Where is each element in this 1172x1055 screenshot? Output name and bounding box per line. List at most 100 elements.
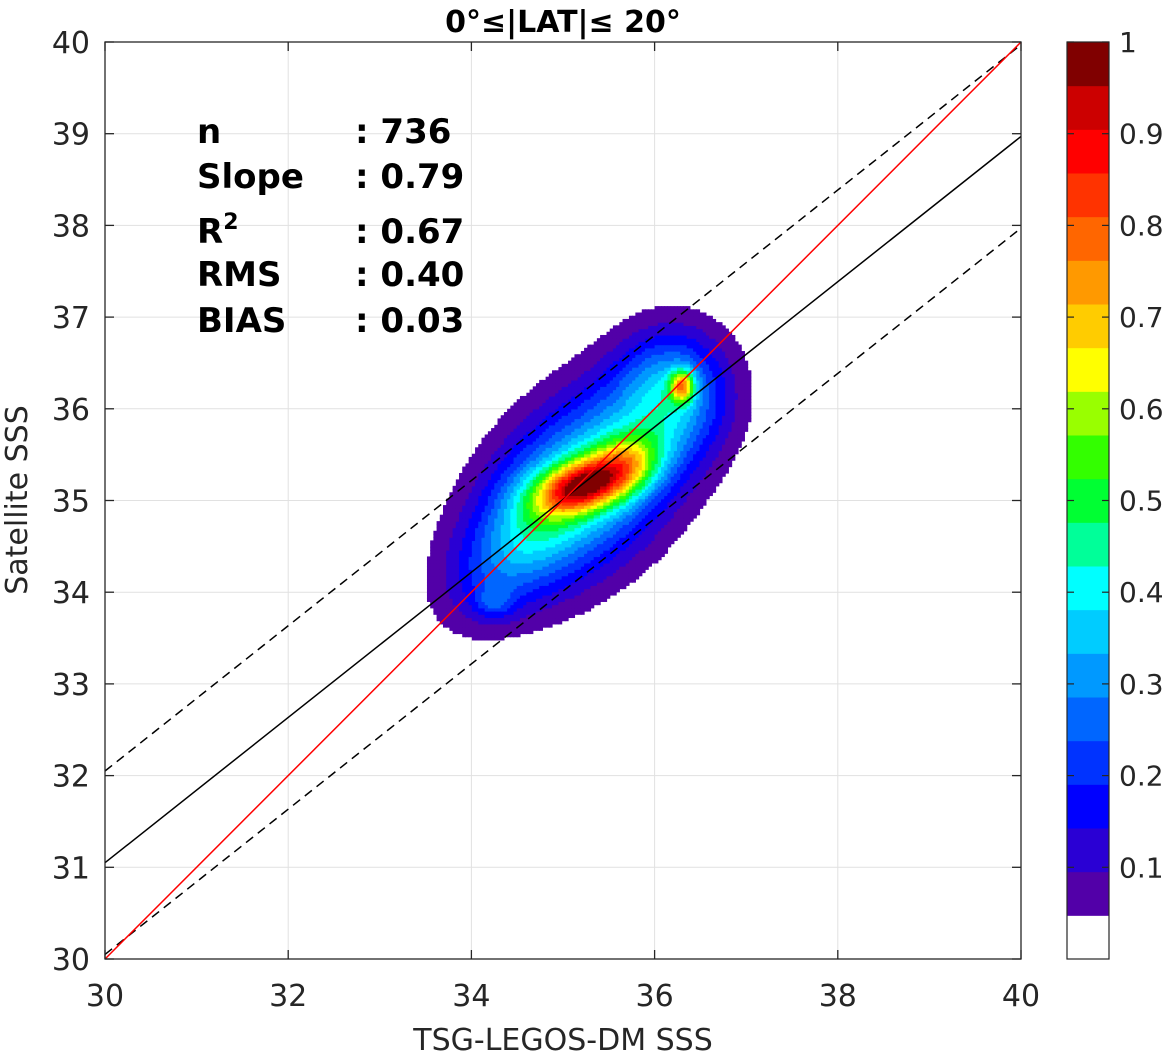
density-cell — [574, 447, 579, 452]
density-cell — [555, 543, 560, 548]
density-cell — [548, 521, 553, 525]
density-cell — [651, 315, 656, 320]
density-cell — [580, 399, 585, 403]
density-cell — [475, 521, 479, 525]
density-cell — [571, 607, 576, 612]
density-cell — [535, 489, 540, 493]
density-cell — [577, 527, 582, 532]
density-cell — [462, 585, 467, 590]
density-cell — [529, 598, 534, 602]
density-cell — [516, 521, 521, 525]
density-cell — [641, 456, 646, 461]
density-cell — [584, 428, 588, 432]
density-cell — [462, 485, 467, 490]
density-cell — [552, 517, 556, 522]
density-cell — [526, 614, 531, 619]
density-cell — [539, 437, 543, 442]
density-cell — [478, 550, 483, 554]
density-cell — [519, 498, 524, 503]
density-cell — [433, 546, 438, 551]
density-cell — [452, 575, 457, 580]
density-cell — [616, 421, 620, 426]
density-cell — [539, 566, 543, 570]
density-cell — [500, 543, 505, 548]
density-cell — [632, 379, 636, 384]
density-cell — [628, 399, 633, 403]
density-cell — [545, 402, 550, 407]
density-cell — [612, 344, 617, 349]
density-cell — [462, 572, 467, 577]
density-cell — [596, 437, 601, 442]
density-cell — [555, 456, 560, 461]
density-cell — [449, 598, 454, 602]
density-cell — [635, 325, 640, 330]
density-cell — [628, 428, 633, 432]
density-cell — [651, 389, 656, 394]
density-cell — [558, 421, 563, 426]
density-cell — [596, 482, 601, 487]
density-cell — [539, 607, 543, 612]
density-cell — [651, 431, 656, 436]
density-cell — [600, 469, 604, 474]
density-cell — [609, 440, 614, 445]
density-cell — [552, 614, 556, 619]
density-cell — [491, 585, 495, 590]
density-cell — [644, 370, 649, 375]
density-cell — [574, 482, 579, 487]
density-cell — [516, 585, 521, 590]
density-cell — [648, 415, 652, 420]
density-cell — [465, 469, 470, 474]
density-cell — [564, 405, 569, 410]
density-cell — [471, 540, 476, 545]
density-cell — [596, 476, 601, 481]
density-cell — [593, 354, 598, 359]
density-cell — [574, 556, 579, 561]
density-cell — [503, 440, 508, 445]
density-cell — [561, 572, 566, 577]
density-cell — [471, 591, 476, 596]
density-cell — [436, 550, 441, 554]
density-cell — [628, 575, 633, 580]
density-cell — [625, 418, 630, 423]
density-cell — [526, 492, 531, 497]
density-cell — [641, 431, 646, 436]
density-cell — [478, 521, 483, 525]
density-cell — [609, 537, 614, 541]
density-cell — [622, 495, 627, 500]
density-cell — [587, 588, 592, 593]
density-cell — [484, 469, 489, 474]
density-cell — [600, 334, 604, 339]
density-cell — [628, 472, 633, 477]
density-cell — [568, 383, 572, 387]
density-cell — [555, 598, 560, 602]
density-cell — [545, 463, 550, 468]
density-cell — [459, 562, 463, 567]
density-cell — [526, 498, 531, 503]
density-cell — [529, 607, 534, 612]
density-cell — [628, 530, 633, 535]
density-cell — [651, 415, 656, 420]
density-cell — [612, 383, 617, 387]
density-cell — [548, 530, 553, 535]
density-cell — [596, 363, 601, 368]
density-cell — [433, 582, 438, 586]
density-cell — [606, 530, 611, 535]
density-cell — [606, 572, 611, 577]
density-cell — [529, 424, 534, 429]
density-cell — [465, 620, 470, 625]
density-cell — [542, 614, 547, 619]
density-cell — [648, 341, 652, 346]
density-cell — [465, 479, 470, 484]
density-cell — [571, 399, 576, 403]
density-cell — [644, 469, 649, 474]
density-cell — [584, 546, 588, 551]
density-cell — [612, 437, 617, 442]
density-cell — [593, 588, 598, 593]
density-cell — [497, 630, 502, 635]
density-cell — [526, 479, 531, 484]
density-cell — [446, 569, 451, 574]
density-cell — [523, 517, 527, 522]
density-cell — [596, 585, 601, 590]
density-cell — [535, 456, 540, 461]
density-cell — [587, 389, 592, 394]
